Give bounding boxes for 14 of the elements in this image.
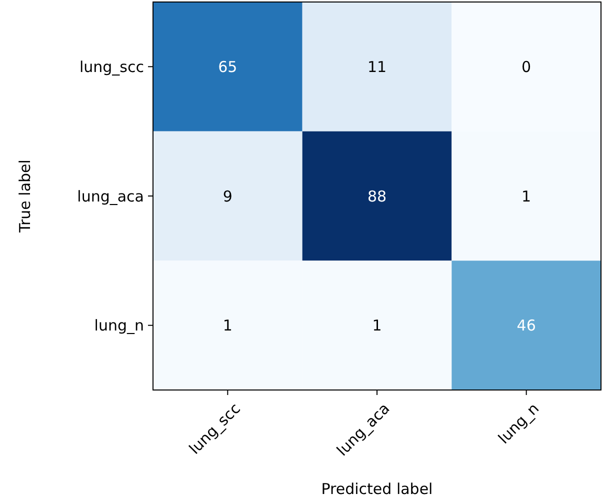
y-tick-label: lung_scc: [79, 58, 144, 76]
data-label: 65: [218, 58, 238, 76]
x-axis-title: Predicted label: [321, 480, 433, 498]
y-axis-title: True label: [16, 160, 34, 234]
data-label: 11: [367, 58, 387, 76]
data-label: 1: [372, 316, 382, 335]
y-tick-label: lung_n: [94, 316, 144, 335]
data-label: 9: [222, 187, 232, 206]
data-label: 1: [522, 187, 532, 206]
y-tick-label: lung_aca: [77, 187, 144, 206]
data-label: 46: [516, 316, 536, 335]
data-label: 0: [522, 58, 532, 76]
data-label: 1: [222, 316, 232, 335]
data-label: 88: [367, 187, 387, 206]
